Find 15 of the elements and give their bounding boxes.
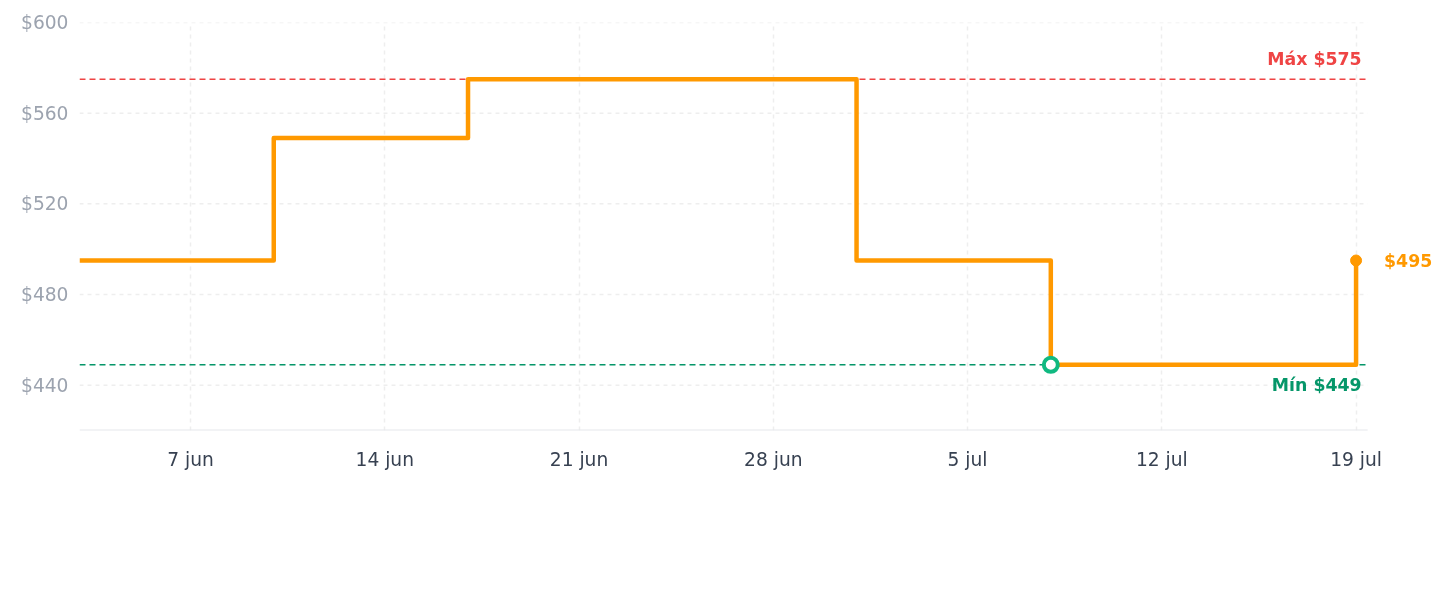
- y-tick-label: $600: [21, 12, 69, 33]
- y-tick-label: $560: [21, 102, 69, 124]
- ref-line-label: Mín $449: [1271, 374, 1362, 395]
- x-tick-label: 19 jul: [1330, 448, 1383, 470]
- y-tick-label: $480: [21, 284, 69, 305]
- x-tick-label: 14 jun: [355, 448, 415, 470]
- x-tick-label: 28 jun: [744, 448, 803, 470]
- ref-line-label: Máx $575: [1267, 49, 1362, 70]
- y-tick-label: $440: [21, 374, 69, 396]
- x-tick-label: 12 jul: [1135, 448, 1188, 470]
- data-label: $495: [1384, 250, 1433, 271]
- x-tick-label: 7 jun: [167, 448, 214, 470]
- x-tick-label: 5 jul: [947, 448, 988, 470]
- y-tick-label: $520: [21, 193, 69, 215]
- x-tick-label: 21 jun: [549, 448, 609, 470]
